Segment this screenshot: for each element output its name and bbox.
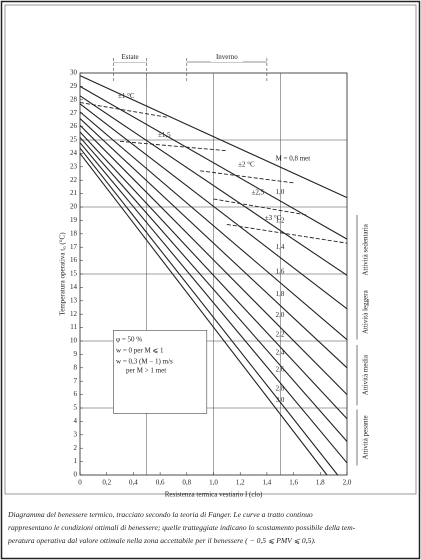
line-label: 2,8	[276, 384, 285, 392]
line-label: 2,6	[276, 365, 285, 373]
line	[79, 103, 348, 310]
x-tick-label: 1,2	[236, 479, 245, 487]
line	[79, 142, 348, 464]
line	[79, 95, 348, 276]
x-tick-label: 0	[78, 479, 82, 487]
y-tick-label: 27	[70, 109, 78, 117]
line	[79, 153, 328, 476]
y-tick-label: 1	[74, 457, 78, 465]
dashed-line	[213, 198, 308, 216]
line-label: 1,6	[276, 268, 285, 276]
y-tick-label: 7	[74, 377, 78, 385]
info-text: w = 0,3 (M − 1) m/s	[116, 357, 173, 365]
y-tick-label: 0	[74, 471, 78, 479]
y-tick-label: 4	[74, 417, 78, 425]
season-label: Estate	[122, 53, 139, 61]
x-tick-label: 0,2	[102, 479, 111, 487]
x-tick-label: 0,8	[182, 479, 191, 487]
caption-line: Diagramma del benessere termico, traccia…	[7, 510, 313, 519]
dashed-label: ±2,5	[252, 189, 265, 197]
caption-line: peratura operativa dal valore ottimale n…	[7, 536, 316, 545]
line	[79, 85, 348, 240]
line	[79, 147, 339, 476]
x-tick-label: 0,4	[129, 479, 138, 487]
y-tick-label: 11	[70, 323, 77, 331]
y-tick-label: 26	[70, 122, 78, 130]
dashed-line	[200, 170, 294, 184]
x-tick-label: 2,0	[343, 479, 352, 487]
x-tick-label: 0,6	[156, 479, 165, 487]
x-tick-label: 1,6	[289, 479, 298, 487]
y-axis-label: Temperatura operativa t₀ (°C)	[59, 232, 67, 316]
dashed-line	[79, 102, 167, 118]
y-tick-label: 28	[70, 95, 78, 103]
line	[79, 111, 348, 341]
activity-label: Attività pesante	[362, 415, 370, 459]
line	[79, 136, 348, 442]
y-tick-label: 29	[70, 82, 78, 90]
y-tick-label: 12	[70, 310, 78, 318]
y-tick-label: 15	[70, 270, 78, 278]
season-label: Inverno	[216, 53, 238, 61]
y-tick-label: 13	[70, 296, 78, 304]
line-label: 1,4	[276, 243, 285, 251]
y-tick-label: 10	[70, 337, 78, 345]
line-label: M = 0,8 met	[276, 155, 311, 163]
line-label: 1,8	[276, 290, 285, 298]
dashed-line	[226, 223, 348, 244]
line-label: 3,0	[276, 396, 285, 404]
y-tick-label: 16	[70, 256, 78, 264]
y-tick-label: 17	[70, 243, 78, 251]
x-tick-label: 1,0	[209, 479, 218, 487]
line	[79, 75, 348, 199]
y-tick-label: 21	[70, 189, 78, 197]
x-tick-label: 1,4	[263, 479, 272, 487]
x-tick-label: 1,8	[316, 479, 325, 487]
y-tick-label: 20	[70, 203, 78, 211]
y-tick-label: 30	[70, 69, 78, 77]
dashed-label: ±1,5	[158, 131, 171, 139]
line	[79, 118, 348, 369]
dashed-label: ±1 °C	[118, 92, 135, 100]
line-label: 2,2	[276, 330, 285, 338]
info-text: φ = 50 %	[116, 335, 142, 343]
y-tick-label: 19	[70, 216, 78, 224]
line-label: 2,4	[276, 348, 285, 356]
y-tick-label: 9	[74, 350, 78, 358]
info-box	[113, 330, 208, 414]
season-label-bg	[114, 53, 147, 62]
line	[79, 131, 348, 420]
activity-label: Attività media	[362, 354, 370, 395]
y-tick-label: 8	[74, 363, 78, 371]
dashed-label: ±2 °C	[238, 160, 255, 168]
y-tick-label: 14	[70, 283, 78, 291]
y-tick-label: 18	[70, 229, 78, 237]
line-label: 2,0	[276, 311, 285, 319]
line	[79, 124, 348, 395]
inner-frame	[4, 4, 417, 495]
season-label-bg	[210, 53, 243, 62]
activity-label: Attività leggera	[362, 289, 370, 334]
y-tick-label: 22	[70, 176, 78, 184]
info-text: w = 0 per M ⩽ 1	[116, 346, 164, 354]
y-tick-label: 23	[70, 162, 78, 170]
y-tick-label: 24	[70, 149, 78, 157]
activity-label: Attività sedentaria	[362, 223, 370, 275]
caption-line: rappresentano le condizioni ottimali di …	[8, 523, 356, 532]
y-tick-label: 3	[74, 430, 78, 438]
x-axis-label: Resistenza termica vestiario I (clo)	[165, 491, 263, 499]
dashed-line	[120, 140, 227, 152]
line-label: 1,0	[276, 188, 285, 196]
y-tick-label: 25	[70, 136, 78, 144]
y-tick-label: 5	[74, 404, 78, 412]
y-tick-label: 6	[74, 390, 78, 398]
dashed-label: ±3 °C	[265, 214, 282, 222]
y-tick-label: 2	[74, 444, 78, 452]
line-label: 1,2	[276, 217, 285, 225]
info-text: per M > 1 met	[126, 366, 166, 374]
